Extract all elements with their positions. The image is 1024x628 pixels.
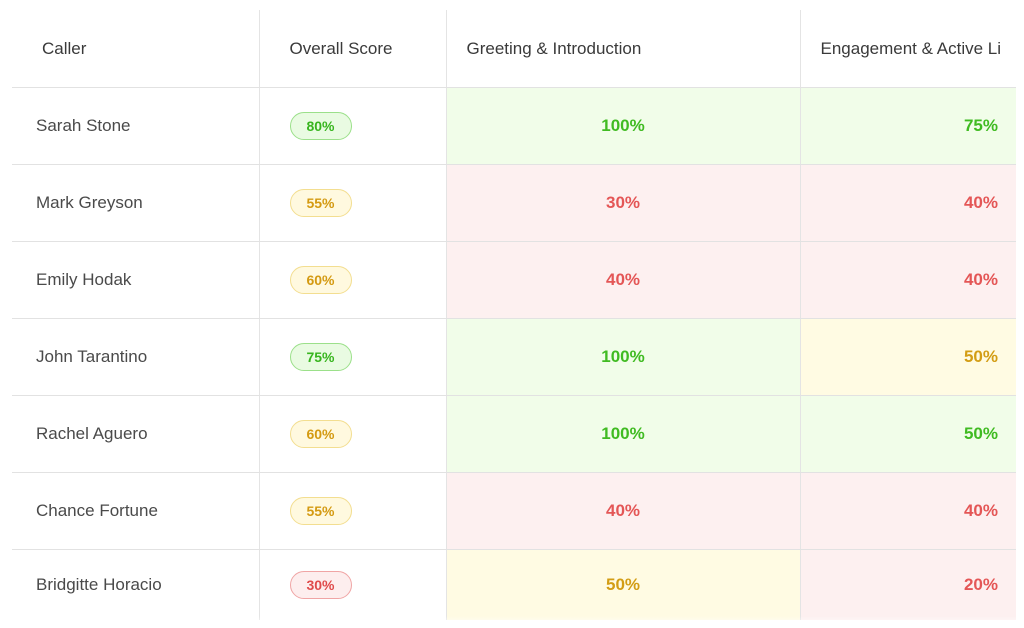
engagement-score-cell: 50% — [799, 395, 1016, 473]
caller-name: John Tarantino — [12, 318, 259, 396]
overall-score-badge: 55% — [289, 189, 352, 217]
caller-name: Sarah Stone — [12, 87, 259, 165]
overall-score-badge: 60% — [289, 266, 352, 294]
table-body: Sarah Stone 80% 100% 75% Mark Greyson 55% 30% 4… — [12, 87, 1016, 620]
column-header-caller[interactable]: Caller — [12, 10, 259, 88]
overall-score-badge: 80% — [289, 112, 352, 140]
engagement-score-cell: 50% — [799, 318, 1016, 396]
table-row[interactable]: Emily Hodak 60% 40% 40% — [12, 241, 1016, 319]
table-row[interactable]: Mark Greyson 55% 30% 40% — [12, 164, 1016, 242]
column-header-engagement-active-listening[interactable]: Engagement & Active Li — [799, 10, 1016, 88]
engagement-score-cell: 40% — [799, 164, 1016, 242]
table-row[interactable]: Chance Fortune 55% 40% 40% — [12, 472, 1016, 550]
greeting-score-cell: 100% — [445, 395, 800, 473]
caller-score-table: Caller Overall Score Greeting & Introduc… — [12, 10, 1016, 620]
engagement-score-cell: 20% — [799, 549, 1016, 620]
caller-name: Bridgitte Horacio — [36, 575, 162, 594]
overall-score-badge: 75% — [289, 343, 352, 371]
right-edge-mask — [1016, 0, 1024, 628]
overall-score-cell: 60% — [258, 395, 446, 473]
table-row[interactable]: Bridgitte Horacio 30% 50% 20% — [12, 549, 1016, 620]
engagement-score-cell: 75% — [799, 87, 1016, 165]
column-header-overall-score[interactable]: Overall Score — [258, 10, 446, 88]
overall-score-cell: 80% — [258, 87, 446, 165]
greeting-score-cell: 40% — [445, 241, 800, 319]
greeting-score-cell: 50% — [445, 549, 800, 620]
greeting-score-cell: 30% — [445, 164, 800, 242]
header-row: Caller Overall Score Greeting & Introduc… — [12, 10, 1016, 88]
caller-name: Rachel Aguero — [12, 395, 259, 473]
table-row[interactable]: Sarah Stone 80% 100% 75% — [12, 87, 1016, 165]
caller-name: Chance Fortune — [12, 472, 259, 550]
column-header-greeting-introduction[interactable]: Greeting & Introduction — [445, 10, 800, 88]
greeting-score-cell: 40% — [445, 472, 800, 550]
greeting-score-cell: 100% — [445, 87, 800, 165]
overall-score-cell: 30% — [258, 549, 446, 620]
overall-score-badge: 55% — [289, 497, 352, 525]
table-row[interactable]: John Tarantino 75% 100% 50% — [12, 318, 1016, 396]
engagement-score-cell: 40% — [799, 472, 1016, 550]
caller-name: Mark Greyson — [12, 164, 259, 242]
overall-score-cell: 75% — [258, 318, 446, 396]
overall-score-badge: 60% — [289, 420, 352, 448]
overall-score-cell: 55% — [258, 472, 446, 550]
table-header: Caller Overall Score Greeting & Introduc… — [12, 10, 1016, 88]
table-row[interactable]: Rachel Aguero 60% 100% 50% — [12, 395, 1016, 473]
caller-name: Emily Hodak — [12, 241, 259, 319]
overall-score-cell: 55% — [258, 164, 446, 242]
greeting-score-cell: 100% — [445, 318, 800, 396]
engagement-score-cell: 40% — [799, 241, 1016, 319]
overall-score-badge: 30% — [289, 571, 352, 599]
overall-score-cell: 60% — [258, 241, 446, 319]
